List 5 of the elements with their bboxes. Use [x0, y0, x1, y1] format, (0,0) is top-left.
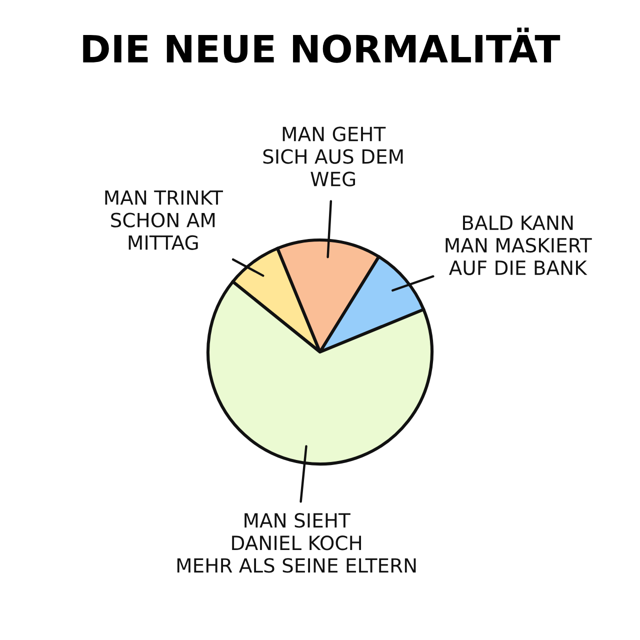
- slice-label: MAN GEHT SICH AUS DEM WEG: [263, 126, 403, 186]
- chart-title: DIE NEUE NORMALITÄT: [83, 28, 560, 63]
- slice-label: MAN TRINKT SCHON AM MITTAG: [105, 190, 223, 250]
- slice-label: BALD KANN MAN MASKIERT AUF DIE BANK: [446, 216, 592, 276]
- slice-label: MAN SIEHT DANIEL KOCH MEHR ALS SEINE ELTERN: [177, 513, 416, 573]
